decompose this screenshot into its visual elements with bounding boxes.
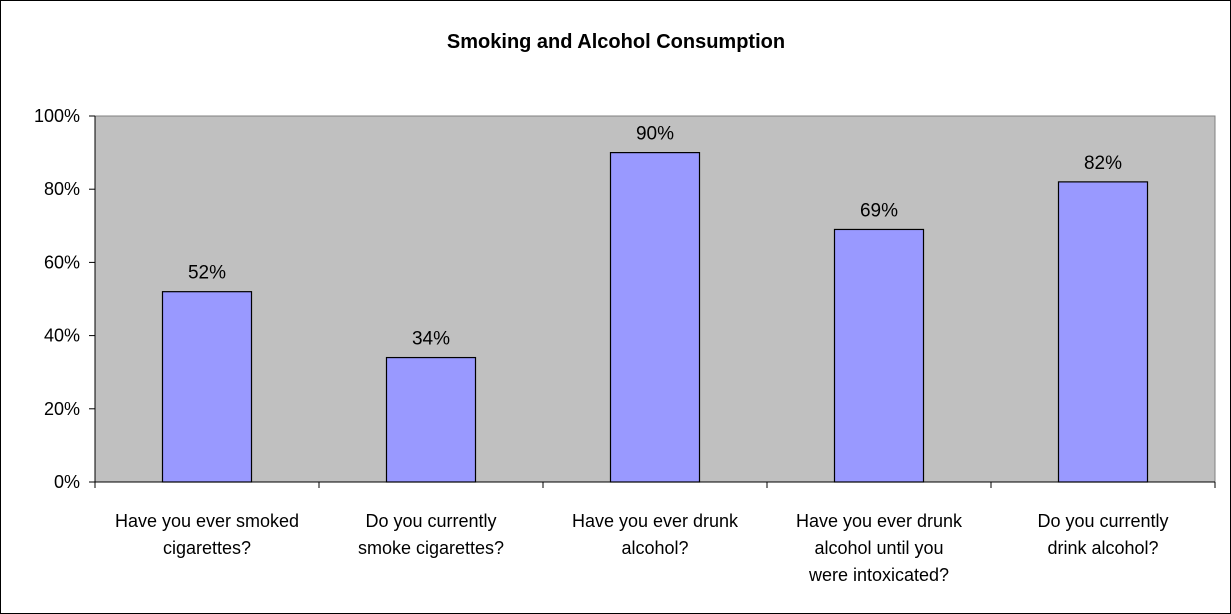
x-category-label-line: Do you currently [1037,511,1168,531]
y-tick-label: 0% [54,472,80,492]
bar-1 [161,291,253,483]
y-tick-label: 40% [44,326,80,346]
x-category-label-4: Have you ever drunk alcohol until you were… [796,511,963,585]
chart-title: Smoking and Alcohol Consumption [447,31,785,53]
y-tick-label: 100% [34,106,80,126]
x-category-label-2: Do you currently smoke cigarettes? [358,511,504,558]
bar-5 [1057,181,1149,483]
x-category-label-line: Do you currently [365,511,496,531]
bar-4 [833,228,925,483]
x-category-label-line: Have you ever drunk [796,511,963,531]
x-category-label-3: Have you ever drunk alcohol? [572,511,739,558]
data-label-5: 82% [1084,153,1122,174]
bar-3 [609,152,701,483]
x-category-label-line: Have you ever smoked [115,511,299,531]
x-category-label-line: drink alcohol? [1047,538,1158,558]
data-label-1: 52% [188,263,226,284]
data-label-3: 90% [636,124,674,145]
x-category-label-1: Have you ever smoked cigarettes? [115,511,299,558]
x-category-label-line: were intoxicated? [808,565,949,585]
x-category-label-line: smoke cigarettes? [358,538,504,558]
y-tick-label: 80% [44,179,80,199]
y-tick-label: 20% [44,399,80,419]
y-tick-label: 60% [44,252,80,272]
x-category-label-line: alcohol until you [814,538,943,558]
x-category-label-line: Have you ever drunk [572,511,739,531]
x-category-label-5: Do you currently drink alcohol? [1037,511,1168,558]
labels-group: 52% 34% 90% 69% 82% Have you ever smoked cigar… [115,124,1169,585]
x-category-label-line: alcohol? [621,538,688,558]
bar-2 [385,356,477,483]
axes-group: 0% 20% 40% 60% 80% 100% [34,106,1216,492]
bars-group [161,152,1149,483]
data-label-4: 69% [860,200,898,221]
x-category-label-line: cigarettes? [163,538,251,558]
data-label-2: 34% [412,329,450,350]
